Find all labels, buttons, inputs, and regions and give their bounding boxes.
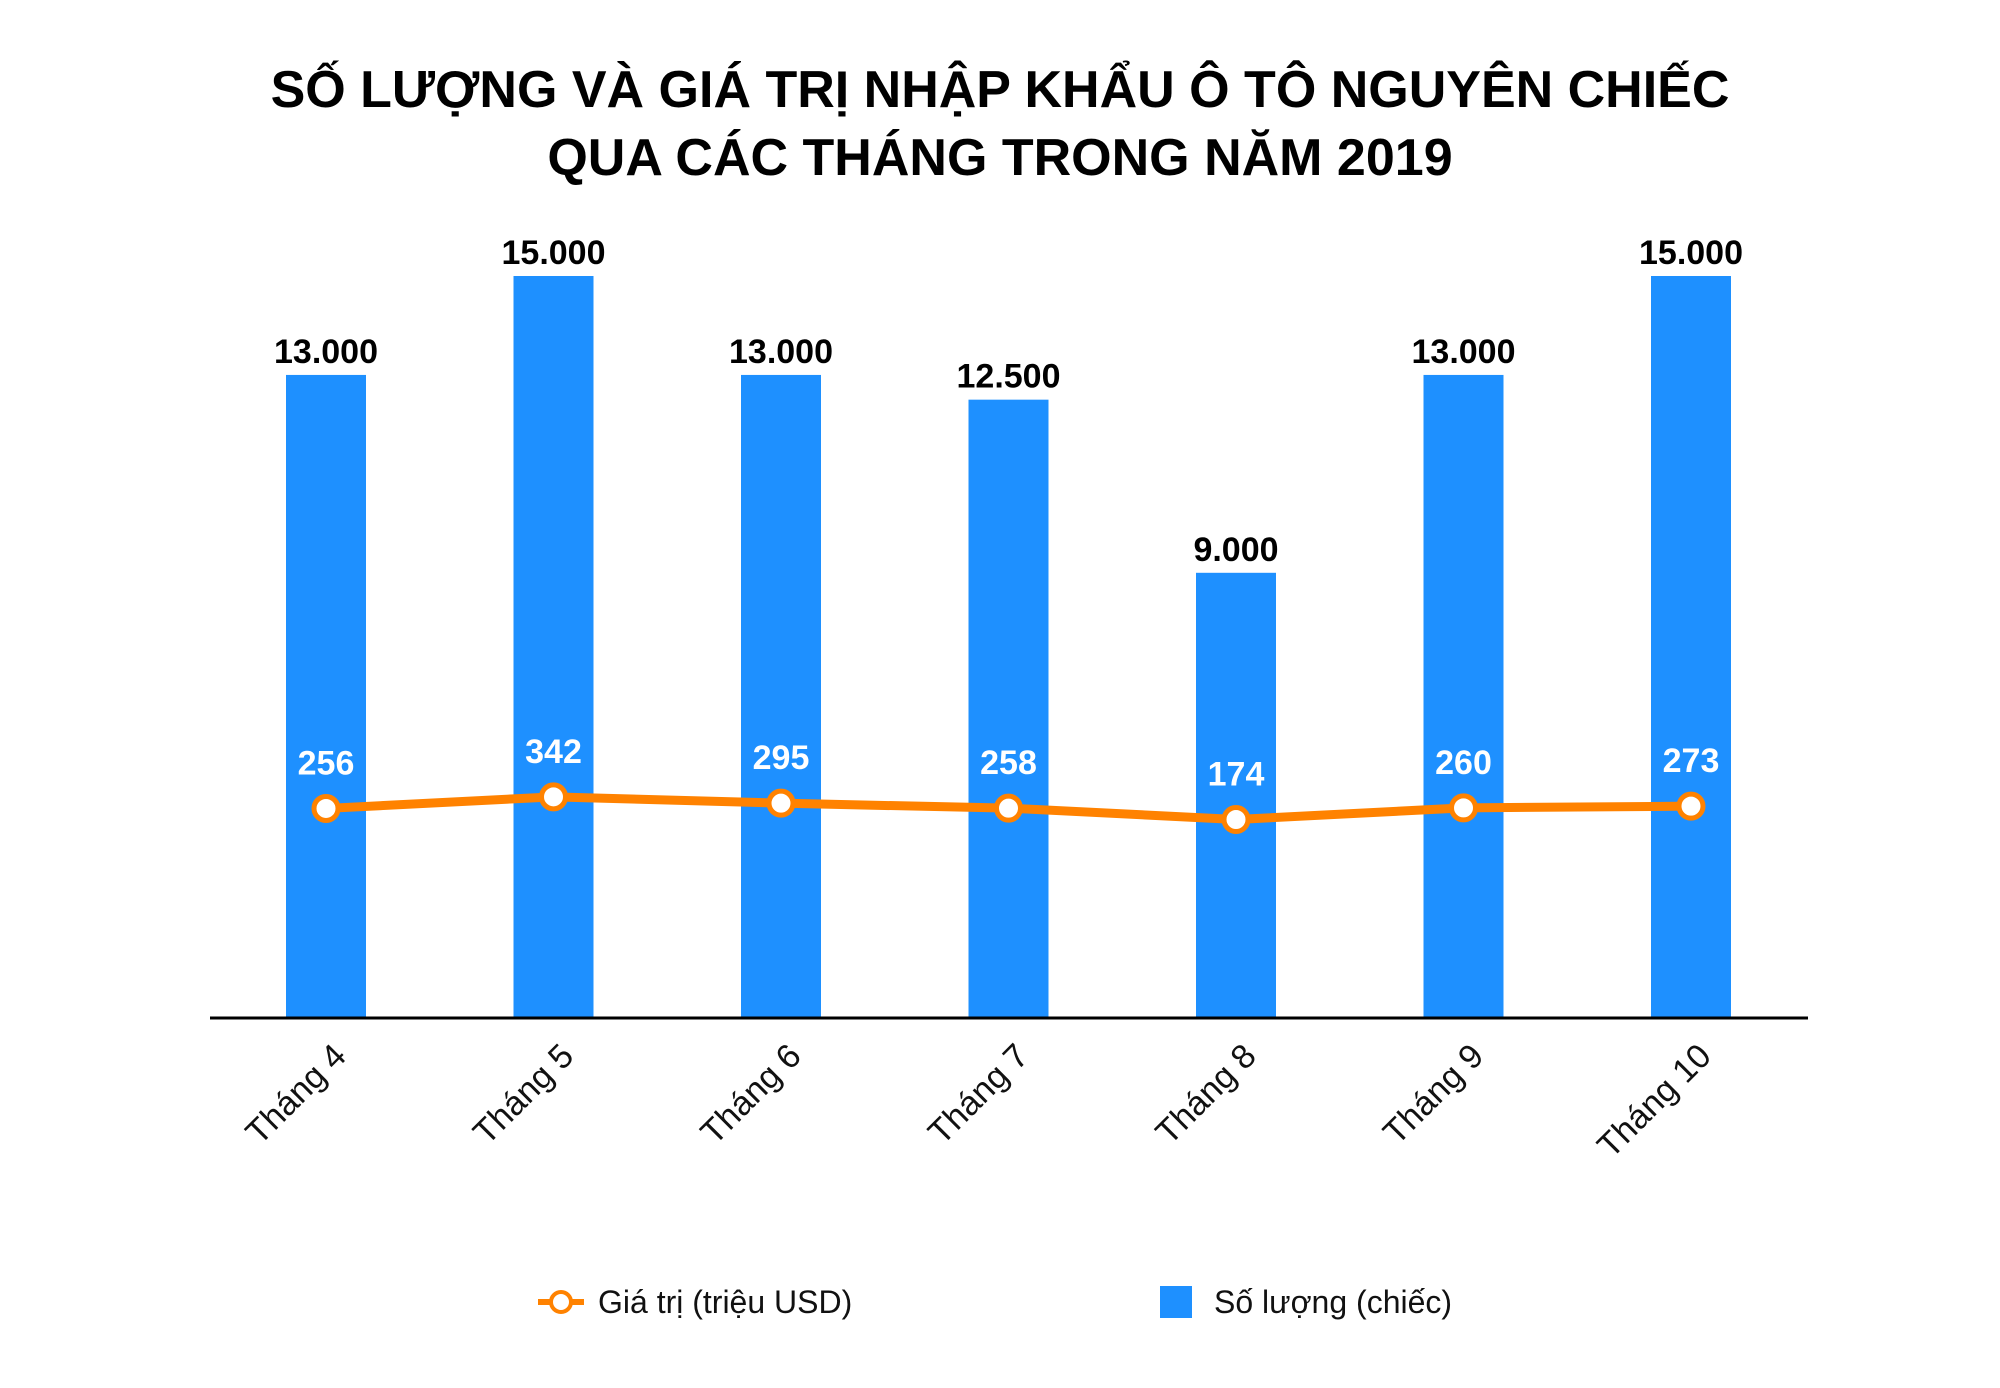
value-point-2 [539,782,568,812]
legend-label-value: Giá trị (triệu USD) [598,1283,853,1320]
bar-value-label-2: 15.000 [502,234,606,272]
bar-value-label-3: 13.000 [729,333,833,371]
value-point-4 [994,793,1023,823]
value-point-5 [1221,805,1251,835]
value-label-1: 256 [298,744,355,782]
bar-value-label-1: 13.000 [274,333,378,371]
bar-value-label-6: 13.000 [1412,333,1516,371]
value-label-7: 273 [1663,742,1720,780]
value-point-1 [311,793,341,823]
value-label-6: 260 [1435,744,1492,782]
bar-4 [968,399,1049,1019]
chart-title: SỐ LƯỢNG VÀ GIÁ TRỊ NHẬP KHẨU Ô TÔ NGUYÊ… [0,56,2000,192]
value-label-5: 174 [1208,756,1265,794]
chart-title-line-1: SỐ LƯỢNG VÀ GIÁ TRỊ NHẬP KHẨU Ô TÔ NGUYÊ… [270,61,1730,119]
bar-value-label-7: 15.000 [1639,234,1743,272]
legend-line-symbol [538,1282,584,1322]
x-tick-label-4: Tháng 7 [921,1037,1036,1152]
value-point-3 [766,788,796,818]
x-tick-label-2: Tháng 5 [466,1037,581,1152]
bar-6 [1423,374,1504,1018]
x-tick-label-3: Tháng 6 [694,1037,809,1152]
bar-value-label-5: 9.000 [1193,531,1278,569]
x-tick-label-5: Tháng 8 [1149,1037,1264,1152]
legend-item-value: Giá trị (triệu USD) [538,1282,852,1322]
bar-3 [741,374,821,1018]
legend-item-quantity: Số lượng (chiếc) [1160,1282,1452,1322]
value-label-3: 295 [753,739,810,777]
value-label-2: 342 [525,733,582,771]
legend-label-quantity: Số lượng (chiếc) [1214,1283,1453,1320]
x-tick-label-6: Tháng 9 [1376,1037,1491,1152]
value-point-6 [1449,793,1478,823]
legend-bar-symbol [1160,1286,1192,1318]
bar-5 [1196,572,1276,1018]
value-label-4: 258 [980,744,1037,782]
value-point-7 [1676,791,1706,821]
chart-title-line-2: QUA CÁC THÁNG TRONG NĂM 2019 [547,129,1453,187]
x-tick-label-1: Tháng 4 [239,1037,354,1152]
bar-1 [286,374,366,1018]
bar-2 [513,276,594,1018]
bar-value-label-4: 12.500 [957,358,1061,396]
x-tick-label-7: Tháng 10 [1590,1037,1718,1165]
bar-7 [1651,276,1731,1018]
